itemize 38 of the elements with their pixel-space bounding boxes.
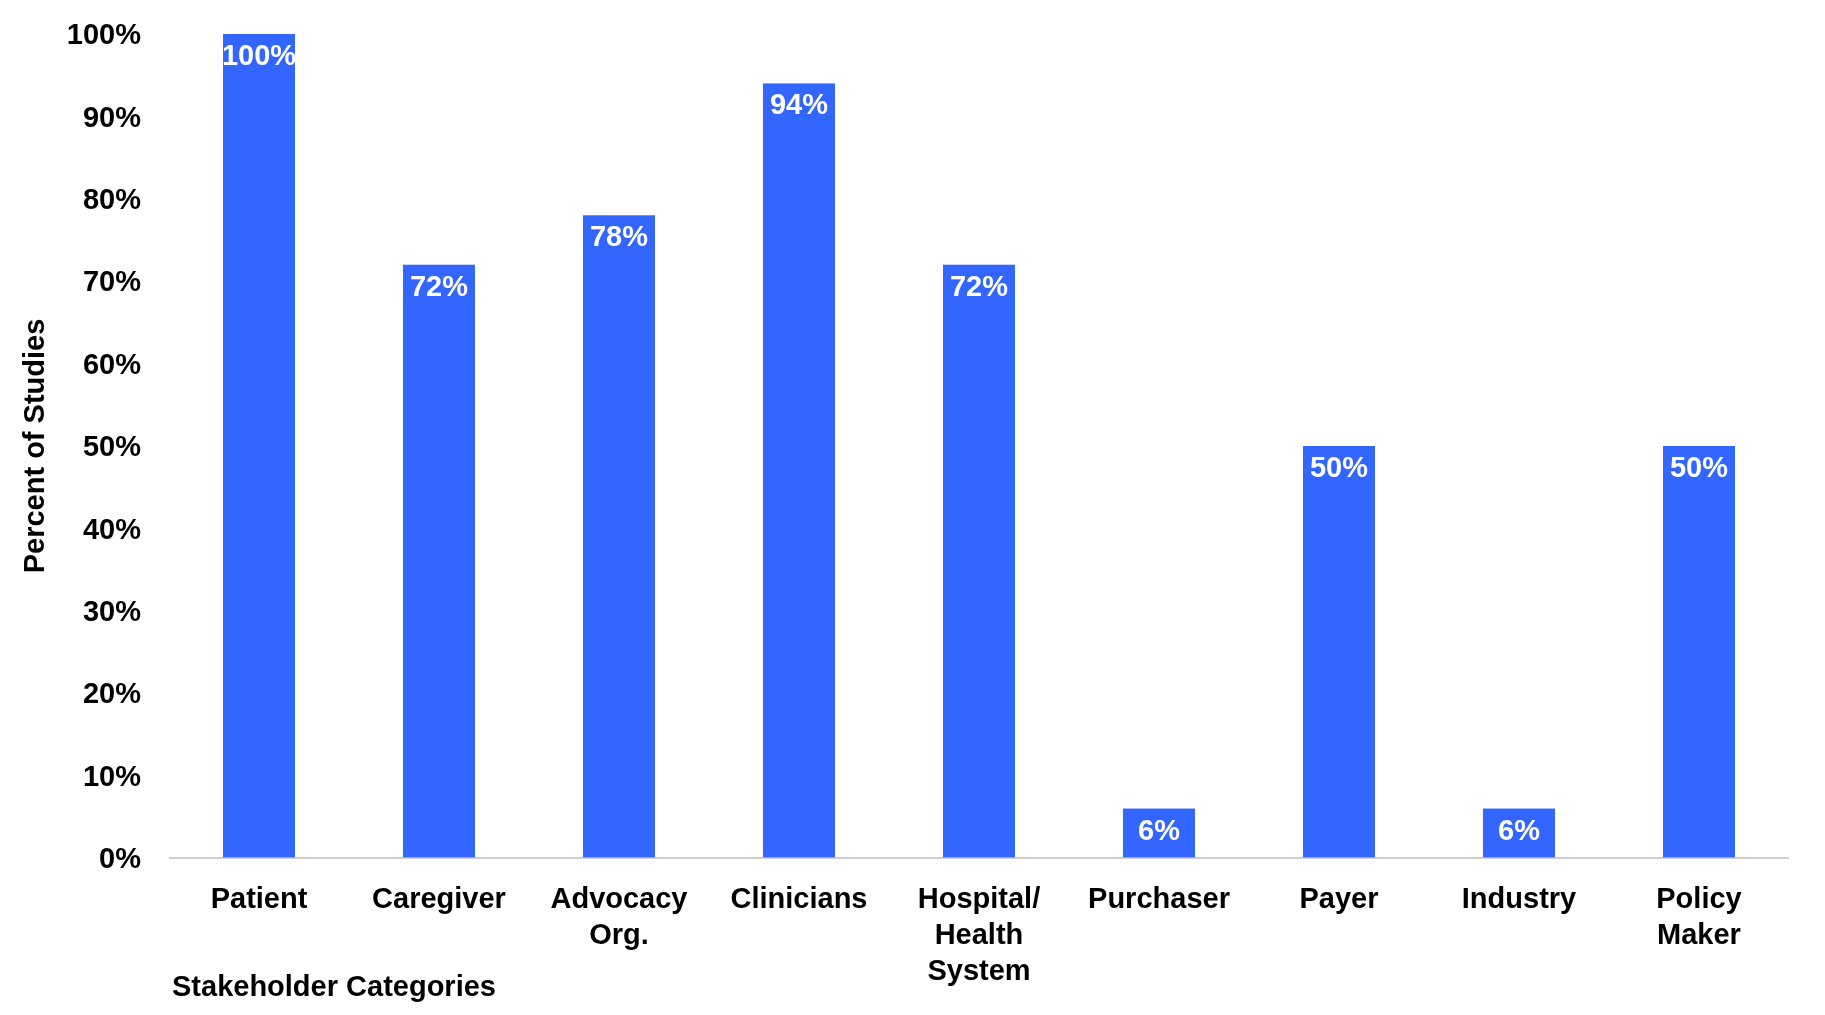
x-tick-label: Caregiver <box>372 882 506 914</box>
data-label: 100% <box>221 39 297 71</box>
x-tick-label: Purchaser <box>1088 882 1230 914</box>
x-tick-label: Advocacy Org. <box>550 882 688 950</box>
data-label: 50% <box>1669 451 1729 483</box>
y-tick-label: 40% <box>82 512 142 545</box>
bar <box>1303 446 1375 858</box>
y-tick-label: 100% <box>66 18 142 51</box>
bar <box>403 264 475 858</box>
y-tick-label: 90% <box>82 100 142 133</box>
y-tick-label: 70% <box>82 265 142 298</box>
data-label: 72% <box>949 269 1009 302</box>
y-axis-title: Percent of Studies <box>18 318 50 574</box>
y-tick-label: 0% <box>99 842 142 875</box>
x-tick-label: Patient <box>210 882 308 914</box>
y-tick-label: 80% <box>82 182 142 215</box>
x-axis-title: Stakeholder Categories <box>172 970 496 1002</box>
bar <box>583 215 655 858</box>
data-label: 6% <box>1498 813 1541 846</box>
bar <box>1663 446 1735 858</box>
bar <box>223 34 295 858</box>
data-label: 72% <box>409 269 469 302</box>
bar <box>763 83 835 858</box>
x-tick-label: Policy Maker <box>1656 882 1742 950</box>
y-tick-label: 50% <box>82 430 142 463</box>
x-tick-label: Payer <box>1299 882 1379 914</box>
y-tick-label: 60% <box>82 347 142 380</box>
y-tick-label: 10% <box>82 759 142 792</box>
y-tick-label: 20% <box>82 677 142 710</box>
y-tick-label: 30% <box>82 594 142 627</box>
x-tick-label: Clinicians <box>730 882 868 914</box>
data-label: 50% <box>1309 451 1369 483</box>
data-label: 78% <box>589 220 649 253</box>
data-label: 6% <box>1138 813 1181 846</box>
data-label: 94% <box>769 88 829 121</box>
x-tick-label: Industry <box>1461 882 1577 914</box>
x-tick-label: Hospital/ Health System <box>917 882 1041 986</box>
bar <box>943 264 1015 858</box>
